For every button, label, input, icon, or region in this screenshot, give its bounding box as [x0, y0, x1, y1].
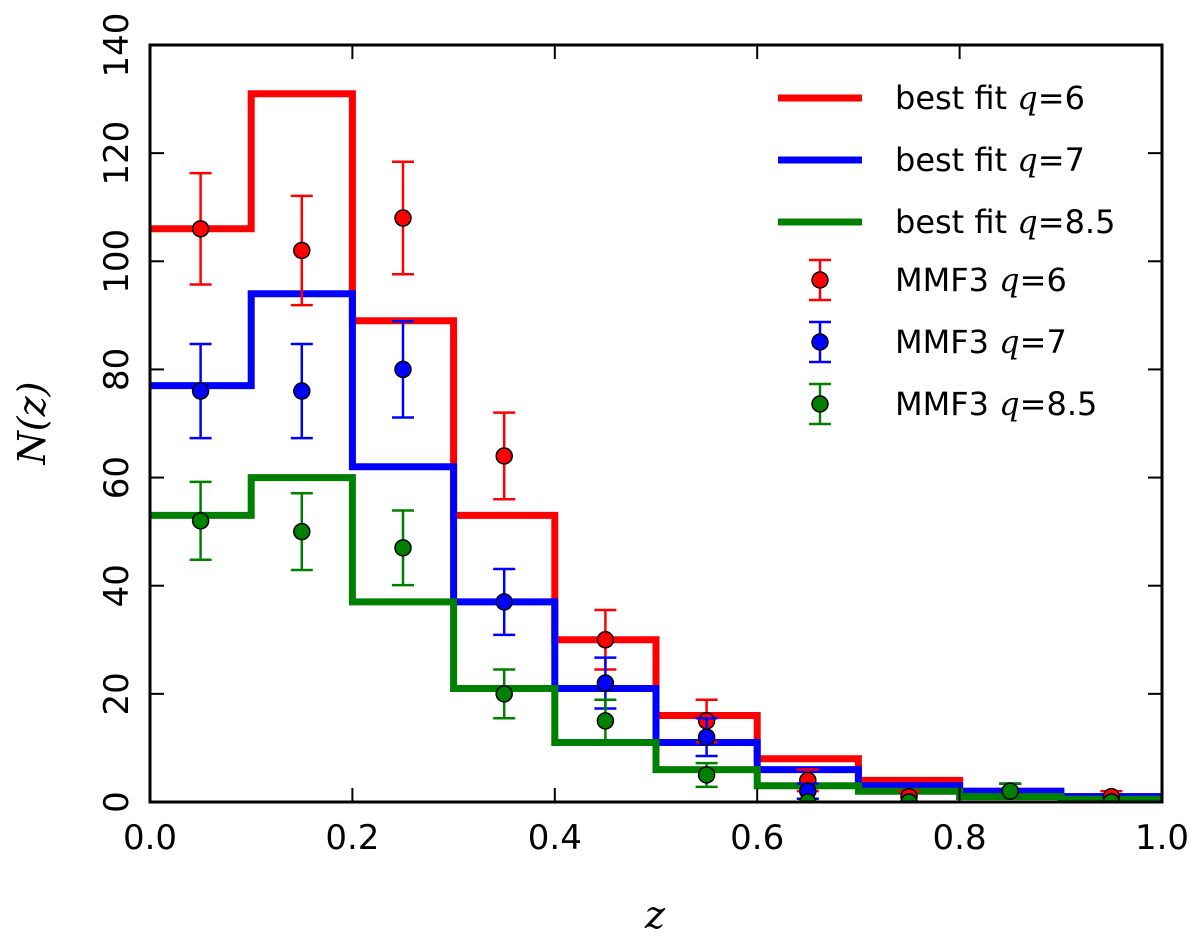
- legend-label: MMF3 q=6: [895, 261, 1067, 299]
- legend-label-q: q: [999, 323, 1019, 361]
- marker: [293, 241, 311, 260]
- legend-label-value: =6: [1038, 79, 1085, 117]
- data-point-q6: [493, 411, 516, 501]
- marker: [191, 382, 210, 400]
- y-tick-label: 40: [97, 564, 137, 607]
- y-tick-label: 60: [97, 456, 137, 499]
- marker: [394, 209, 412, 227]
- data-point-q7: [392, 320, 414, 419]
- marker: [495, 593, 513, 611]
- x-tick-label: 0.6: [730, 818, 784, 858]
- legend-label-value: =7: [1038, 141, 1085, 179]
- legend-label-q: q: [1017, 141, 1037, 179]
- legend-entry-best-fit-q6: best fit q=6: [778, 79, 1085, 117]
- x-tick-label: 0.8: [933, 818, 987, 858]
- data-point-q8.5: [493, 668, 516, 720]
- legend-label-prefix: best fit: [895, 203, 1017, 241]
- x-axis-label: z: [644, 893, 666, 937]
- marker: [394, 360, 412, 379]
- legend-label-value: =7: [1020, 323, 1067, 361]
- marker: [1001, 782, 1019, 800]
- legend-label-prefix: MMF3: [895, 261, 999, 299]
- y-tick-label: 80: [97, 348, 137, 391]
- data-point-q8.5: [290, 492, 313, 572]
- x-tick-label: 0.0: [123, 818, 177, 858]
- data-point-q7: [290, 342, 313, 440]
- y-tick-label: 120: [97, 121, 137, 186]
- marker: [495, 685, 513, 703]
- marker: [697, 766, 716, 784]
- plot-series: [150, 90, 1162, 802]
- legend-marker: [811, 271, 829, 289]
- legend-label-value: =8.5: [1038, 203, 1116, 241]
- y-tick-label: 0: [97, 791, 137, 813]
- data-point-q8.5: [900, 793, 918, 802]
- legend-label: MMF3 q=7: [895, 323, 1067, 361]
- marker: [191, 220, 210, 238]
- y-tick-label: 20: [97, 672, 137, 715]
- data-point-q7: [695, 716, 718, 758]
- marker: [293, 382, 311, 400]
- axes-box: [148, 43, 1164, 804]
- legend-marker: [811, 333, 829, 351]
- legend-label-prefix: MMF3: [895, 323, 999, 361]
- legend-label-prefix: best fit: [895, 79, 1017, 117]
- data-point-q8.5: [392, 509, 414, 587]
- legend-label-value: =6: [1020, 261, 1067, 299]
- legend-label-prefix: best fit: [895, 141, 1017, 179]
- marker: [900, 793, 918, 802]
- marker: [596, 631, 615, 649]
- data-point-q7: [493, 567, 516, 637]
- legend-label-q: q: [1017, 203, 1037, 241]
- y-tick-label: 100: [97, 229, 137, 294]
- marker: [697, 728, 716, 746]
- marker: [596, 674, 615, 692]
- marker: [191, 512, 210, 530]
- legend-label-q: q: [999, 385, 1019, 423]
- legend-entry-best-fit-q7: best fit q=7: [778, 141, 1085, 179]
- data-point-q6: [290, 194, 313, 307]
- data-point-q6: [392, 160, 414, 276]
- marker: [495, 447, 513, 465]
- legend-label: MMF3 q=8.5: [895, 385, 1097, 423]
- data-point-q8.5: [799, 793, 817, 802]
- axis-ticks: 0.0 0.2 0.4 0.6 0.8 1.0 0 20 40 60 80 100 120 140: [97, 13, 1189, 858]
- legend-label: best fit q=7: [895, 141, 1085, 179]
- marker: [394, 539, 412, 557]
- data-point-q8.5: [189, 480, 212, 562]
- legend-label: best fit q=6: [895, 79, 1085, 117]
- plot-frame: [148, 43, 1164, 804]
- data-point-q8.5: [1102, 793, 1121, 802]
- legend-entry-mmf3-q7: MMF3 q=7: [809, 320, 1067, 364]
- legend-entry-mmf3-q8.5: MMF3 q=8.5: [809, 382, 1097, 426]
- plot-area: [150, 90, 1162, 802]
- legend-entry-mmf3-q6: MMF3 q=6: [809, 258, 1067, 302]
- marker: [1102, 793, 1121, 802]
- legend-label-q: q: [999, 261, 1019, 299]
- marker: [799, 793, 817, 802]
- legend-label: best fit q=8.5: [895, 203, 1115, 241]
- x-tick-label: 0.2: [325, 818, 379, 858]
- y-axis-label: N(z): [10, 382, 54, 466]
- data-point-q8.5: [695, 761, 718, 789]
- data-point-q6: [189, 171, 212, 286]
- data-point-q8.5: [999, 782, 1022, 801]
- marker: [596, 712, 615, 730]
- marker: [293, 522, 311, 541]
- legend-label-prefix: MMF3: [895, 385, 999, 423]
- legend-marker: [811, 395, 829, 413]
- legend-label-q: q: [1017, 79, 1037, 117]
- legend-entry-best-fit-q8.5: best fit q=8.5: [778, 203, 1115, 241]
- x-tick-label: 1.0: [1135, 818, 1189, 858]
- data-point-q7: [189, 342, 212, 440]
- legend-label-value: =8.5: [1020, 385, 1098, 423]
- x-tick-label: 0.4: [528, 818, 582, 858]
- y-tick-label: 140: [97, 13, 137, 78]
- data-point-q8.5: [594, 698, 617, 744]
